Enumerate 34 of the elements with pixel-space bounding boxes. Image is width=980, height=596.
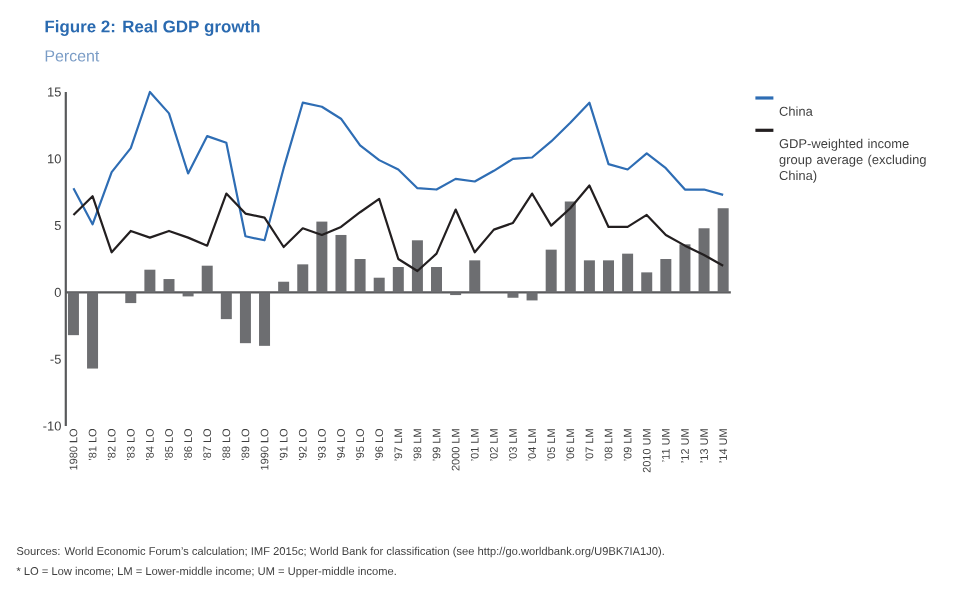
bar: [717, 208, 729, 293]
bar: [698, 228, 710, 293]
bar: [641, 272, 653, 293]
bar: [335, 234, 347, 293]
bar: [526, 292, 538, 301]
bar: [392, 267, 404, 293]
bar: [431, 267, 443, 293]
bar: [564, 201, 576, 293]
bar: [679, 244, 691, 293]
line-series: [72, 184, 725, 273]
bar: [545, 249, 557, 293]
bar: [316, 221, 328, 293]
bar: [583, 260, 595, 293]
bar: [201, 265, 213, 293]
bar: [259, 292, 271, 346]
bar: [87, 292, 99, 369]
line-series: [72, 90, 725, 242]
bar: [239, 292, 251, 344]
bar: [297, 264, 309, 293]
bar: [373, 277, 385, 293]
bar: [144, 269, 156, 293]
bar: [411, 240, 423, 293]
bar: [622, 253, 634, 293]
bar: [163, 279, 175, 293]
bar: [278, 281, 290, 293]
bar: [67, 292, 79, 336]
bar: [125, 292, 137, 304]
chart-title: Figure 2: Real GDP growth: [45, 20, 260, 36]
bar: [354, 259, 366, 293]
bar: [220, 292, 232, 320]
bar: [507, 292, 519, 298]
bar: [603, 260, 615, 293]
bar: [469, 260, 481, 293]
bar: [660, 259, 672, 293]
